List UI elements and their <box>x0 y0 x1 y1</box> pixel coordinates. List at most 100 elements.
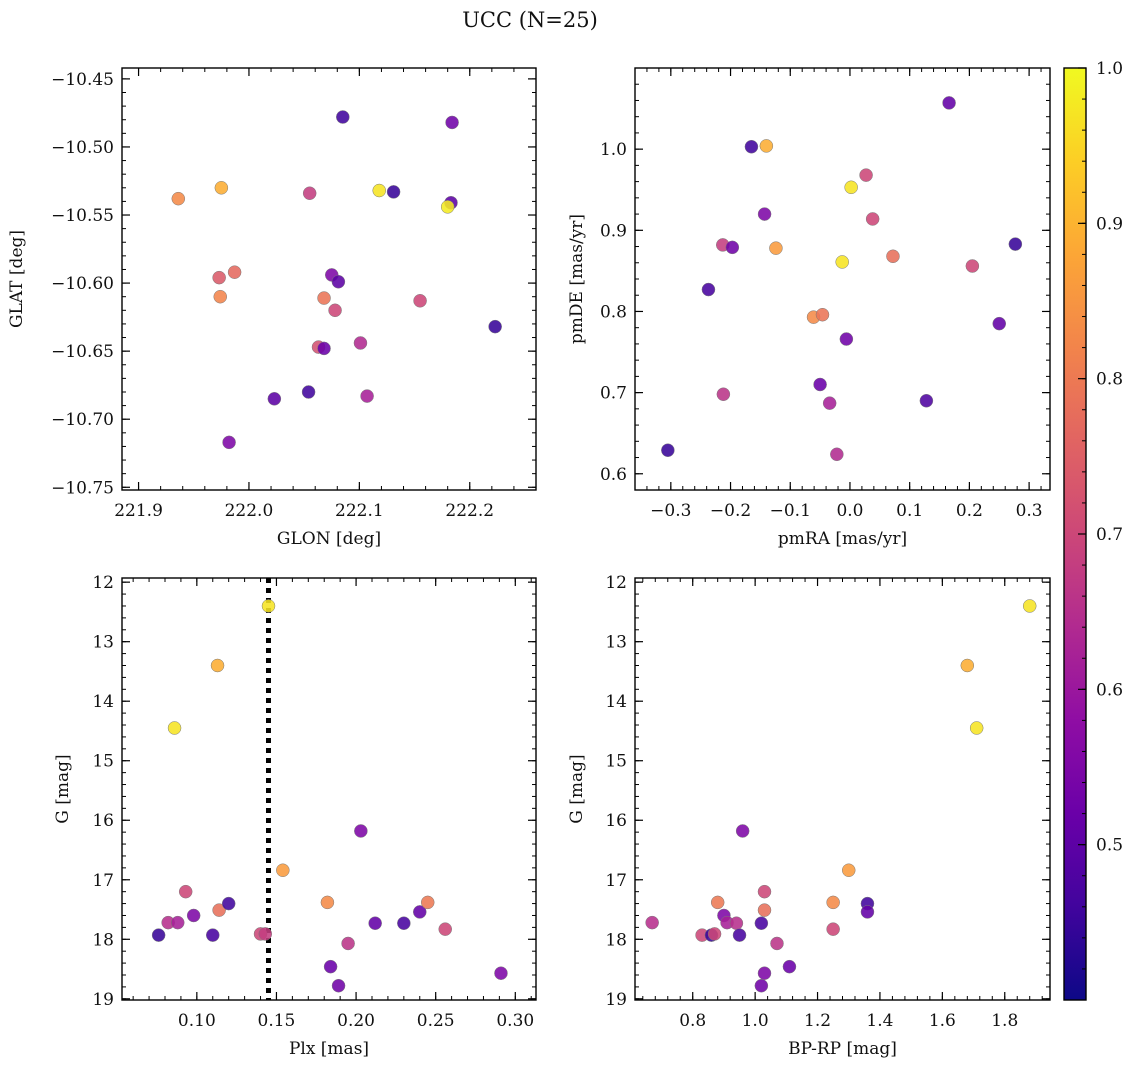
y-tick-label: 0.6 <box>600 465 627 485</box>
y-tick-label: −10.50 <box>51 138 114 158</box>
colorbar-tick-label: 0.9 <box>1096 214 1123 234</box>
y-tick-label: 0.7 <box>600 384 627 404</box>
data-point <box>661 443 675 457</box>
x-tick-label: 222.2 <box>445 501 494 521</box>
data-point <box>368 916 382 930</box>
x-tick-label: −0.1 <box>770 501 811 521</box>
data-point <box>440 200 455 214</box>
x-tick-label: 0.8 <box>679 1011 706 1031</box>
data-point <box>860 905 875 919</box>
data-point <box>206 928 220 942</box>
panel-glon-glat: 221.9 222.0 222.1 222.2 −10.45 −10.50 −10.55 −1… <box>7 67 537 549</box>
data-point <box>222 435 236 450</box>
y-tick-label: 15 <box>605 752 627 772</box>
data-point <box>782 959 797 974</box>
x-tick-label: −0.2 <box>710 501 751 521</box>
data-point <box>844 180 858 195</box>
data-point <box>744 139 759 154</box>
y-axis-label: GLAT [deg] <box>7 230 27 328</box>
data-point <box>960 658 975 673</box>
y-axis-label: pmDE [mas/yr] <box>567 214 587 344</box>
y-tick-label: −10.70 <box>51 410 114 430</box>
panel-plx-g: 0.10 0.15 0.20 0.25 0.30 12 13 14 15 16 17 18 19 Plx … <box>53 573 537 1059</box>
data-point <box>360 389 374 403</box>
data-point <box>865 212 880 226</box>
y-tick-label: −10.45 <box>51 70 114 90</box>
data-point <box>969 721 984 735</box>
y-tick-label: 0.9 <box>600 221 627 241</box>
data-point <box>213 289 228 304</box>
data-point <box>735 824 750 838</box>
y-tick-label: 15 <box>92 752 114 772</box>
data-point <box>769 241 783 255</box>
panel-bprp-g: 0.8 1.0 1.2 1.4 1.6 1.8 12 13 14 15 16 17 18 19 BP-RP … <box>567 573 1051 1059</box>
x-tick-label: 1.0 <box>742 1011 769 1031</box>
data-point <box>372 183 386 198</box>
data-point <box>488 319 502 334</box>
x-tick-label: 1.6 <box>929 1011 956 1031</box>
data-point <box>645 915 659 930</box>
data-point <box>710 895 725 910</box>
x-tick-label: 0.25 <box>417 1011 455 1031</box>
y-tick-label: 1.0 <box>600 140 627 160</box>
y-tick-label: 18 <box>92 930 114 950</box>
data-point <box>267 392 282 406</box>
y-axis-label: G [mag] <box>53 754 73 823</box>
data-point <box>170 915 185 930</box>
data-point <box>258 927 273 941</box>
panel-pmra-pmde: −0.3 −0.2 −0.1 0.0 0.1 0.2 0.3 0.6 0.7 0.8 0.9 1.0 p… <box>567 67 1051 549</box>
data-point <box>729 916 744 930</box>
data-point <box>759 139 774 153</box>
y-axis-label: G [mag] <box>567 754 587 823</box>
data-point <box>859 168 873 182</box>
data-point <box>757 884 772 899</box>
data-point <box>813 377 827 392</box>
data-point <box>261 599 276 613</box>
data-point <box>317 291 331 305</box>
y-tick-label: −10.55 <box>51 206 114 226</box>
x-tick-label: 0.30 <box>496 1011 534 1031</box>
data-point <box>835 255 849 269</box>
data-point <box>839 332 854 346</box>
x-tick-label: 0.0 <box>836 501 863 521</box>
data-point <box>707 927 722 941</box>
data-point <box>445 115 459 130</box>
colorbar-tick-label: 0.8 <box>1096 370 1123 390</box>
x-tick-label: 0.3 <box>1016 501 1043 521</box>
data-point <box>301 385 316 399</box>
x-tick-label: 221.9 <box>114 501 163 521</box>
y-tick-label: 16 <box>92 811 114 831</box>
data-point <box>757 966 772 980</box>
data-point <box>212 903 226 917</box>
axes-frame <box>121 577 537 1001</box>
data-point <box>178 884 193 899</box>
x-tick-label: 1.2 <box>804 1011 831 1031</box>
axes-frame <box>634 67 1051 491</box>
data-point <box>323 959 338 974</box>
data-point <box>822 396 837 410</box>
y-tick-label: 12 <box>92 573 114 593</box>
data-point <box>1022 599 1037 613</box>
colorbar: 0.5 0.6 0.7 0.8 0.9 1.0 <box>1063 59 1123 1001</box>
data-point <box>276 863 290 877</box>
x-tick-label: 0.1 <box>896 501 923 521</box>
data-point <box>336 110 350 124</box>
colorbar-tick-label: 0.6 <box>1096 680 1123 700</box>
data-point <box>227 265 242 279</box>
data-point <box>757 207 772 221</box>
y-tick-label: 12 <box>605 573 627 593</box>
colorbar-tick-label: 1.0 <box>1096 59 1123 79</box>
data-point <box>186 908 201 923</box>
y-tick-label: 16 <box>605 811 627 831</box>
data-point <box>210 658 225 673</box>
x-tick-label: 222.1 <box>335 501 384 521</box>
data-point <box>397 916 411 930</box>
y-tick-label: 18 <box>605 930 627 950</box>
y-tick-label: 0.8 <box>600 302 627 322</box>
data-point <box>826 895 840 910</box>
colorbar-tick-label: 0.7 <box>1096 525 1123 545</box>
data-point <box>167 721 182 735</box>
data-point <box>757 903 772 917</box>
data-point <box>317 341 331 356</box>
